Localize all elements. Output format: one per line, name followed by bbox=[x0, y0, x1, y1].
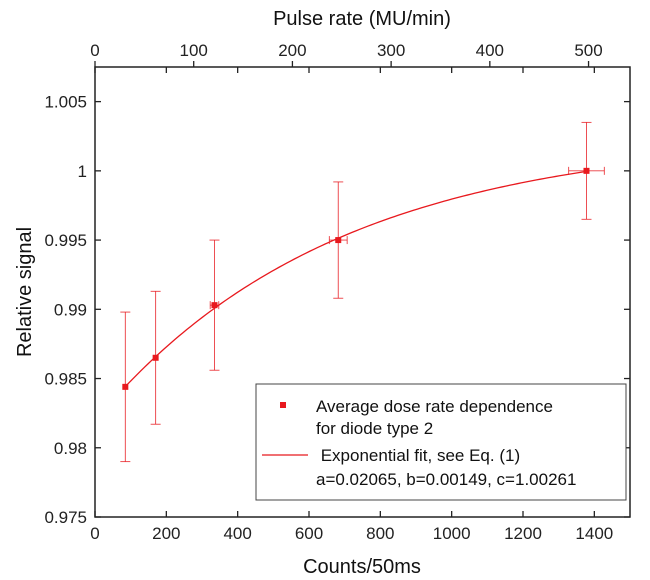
y-tick-label: 1 bbox=[78, 162, 87, 181]
top-axis-tick-label: 100 bbox=[180, 41, 208, 60]
plot-frame bbox=[94, 66, 631, 518]
legend-marker-points bbox=[280, 402, 286, 408]
data-point bbox=[122, 383, 129, 390]
top-axis-tick-label: 0 bbox=[90, 41, 99, 60]
legend: Average dose rate dependence for diode t… bbox=[255, 383, 627, 501]
data-point bbox=[211, 302, 218, 309]
top-axis-tick-label: 500 bbox=[574, 41, 602, 60]
y-axis-title: Relative signal bbox=[14, 227, 36, 357]
x-axis: 0 200 400 600 800 1000 1200 1400 bbox=[90, 67, 613, 543]
y-tick-label: 0.99 bbox=[54, 300, 87, 319]
x-axis-title: Counts/50ms bbox=[303, 556, 421, 578]
x-tick-label: 1400 bbox=[575, 524, 613, 543]
points-layer bbox=[120, 121, 605, 463]
data-point bbox=[152, 354, 159, 361]
x-tick-label: 400 bbox=[223, 524, 251, 543]
legend-label-fit-line1: Exponential fit, see Eq. (1) bbox=[316, 446, 520, 465]
top-axis: 0 100 200 300 400 500 bbox=[90, 41, 603, 67]
y-tick-label: 1.005 bbox=[44, 93, 87, 112]
top-axis-tick-label: 400 bbox=[476, 41, 504, 60]
top-axis-tick-label: 200 bbox=[278, 41, 306, 60]
x-tick-label: 800 bbox=[366, 524, 394, 543]
data-point bbox=[335, 237, 342, 244]
legend-label-points-line2: for diode type 2 bbox=[316, 419, 433, 438]
x-tick-label: 0 bbox=[90, 524, 99, 543]
x-tick-label: 1000 bbox=[433, 524, 471, 543]
legend-label-fit-line2: a=0.02065, b=0.00149, c=1.00261 bbox=[316, 470, 576, 489]
fit-layer bbox=[124, 170, 587, 388]
y-axis: 0.975 0.98 0.985 0.99 0.995 1 1.005 bbox=[44, 93, 630, 527]
x-tick-label: 200 bbox=[152, 524, 180, 543]
y-tick-label: 0.98 bbox=[54, 439, 87, 458]
y-tick-label: 0.975 bbox=[44, 508, 87, 527]
y-tick-label: 0.985 bbox=[44, 370, 87, 389]
top-axis-tick-label: 300 bbox=[377, 41, 405, 60]
legend-label-points-line1: Average dose rate dependence bbox=[316, 397, 553, 416]
legend-box bbox=[255, 383, 627, 501]
top-axis-title: Pulse rate (MU/min) bbox=[273, 8, 451, 30]
x-tick-label: 1200 bbox=[504, 524, 542, 543]
y-tick-label: 0.995 bbox=[44, 231, 87, 250]
data-point bbox=[583, 167, 590, 174]
fit-curve bbox=[124, 170, 587, 388]
x-tick-label: 600 bbox=[295, 524, 323, 543]
